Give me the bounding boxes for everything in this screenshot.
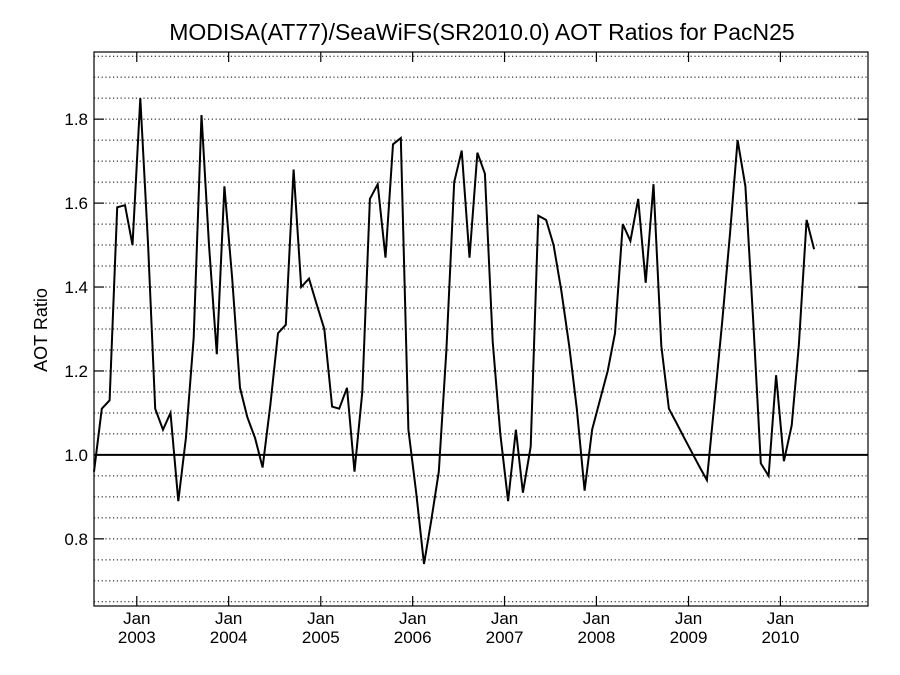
- x-tick-month: Jan: [215, 609, 242, 628]
- series-line: [93, 98, 816, 565]
- x-tick-year: 2004: [210, 628, 248, 647]
- y-tick-label: 1.0: [64, 446, 88, 465]
- x-axis-ticks: Jan2003Jan2004Jan2005Jan2006Jan2007Jan20…: [118, 52, 799, 647]
- x-tick-month: Jan: [583, 609, 610, 628]
- x-tick-year: 2005: [302, 628, 340, 647]
- y-tick-label: 0.8: [64, 530, 88, 549]
- x-tick-month: Jan: [123, 609, 150, 628]
- y-tick-label: 1.2: [64, 362, 88, 381]
- series-group: [93, 98, 816, 565]
- x-tick-year: 2007: [486, 628, 524, 647]
- x-tick-month: Jan: [307, 609, 334, 628]
- y-axis-label: AOT Ratio: [31, 288, 51, 372]
- grid-lines: [94, 55, 868, 603]
- x-tick-year: 2003: [118, 628, 156, 647]
- x-tick-year: 2008: [577, 628, 615, 647]
- x-tick-month: Jan: [675, 609, 702, 628]
- x-tick-year: 2006: [394, 628, 432, 647]
- y-axis-ticks: 0.8 1.0 1.2 1.4 1.6 1.8: [64, 110, 868, 549]
- x-tick-year: 2009: [670, 628, 708, 647]
- x-tick-month: Jan: [491, 609, 518, 628]
- y-tick-label: 1.8: [64, 110, 88, 129]
- axes-frame: [93, 51, 869, 607]
- y-tick-label: 1.6: [64, 194, 88, 213]
- chart-title: MODISA(AT77)/SeaWiFS(SR2010.0) AOT Ratio…: [169, 19, 794, 45]
- x-tick-month: Jan: [767, 609, 794, 628]
- plot-frame: [93, 51, 869, 607]
- y-tick-label: 1.4: [64, 278, 88, 297]
- x-tick-month: Jan: [399, 609, 426, 628]
- x-tick-year: 2010: [761, 628, 799, 647]
